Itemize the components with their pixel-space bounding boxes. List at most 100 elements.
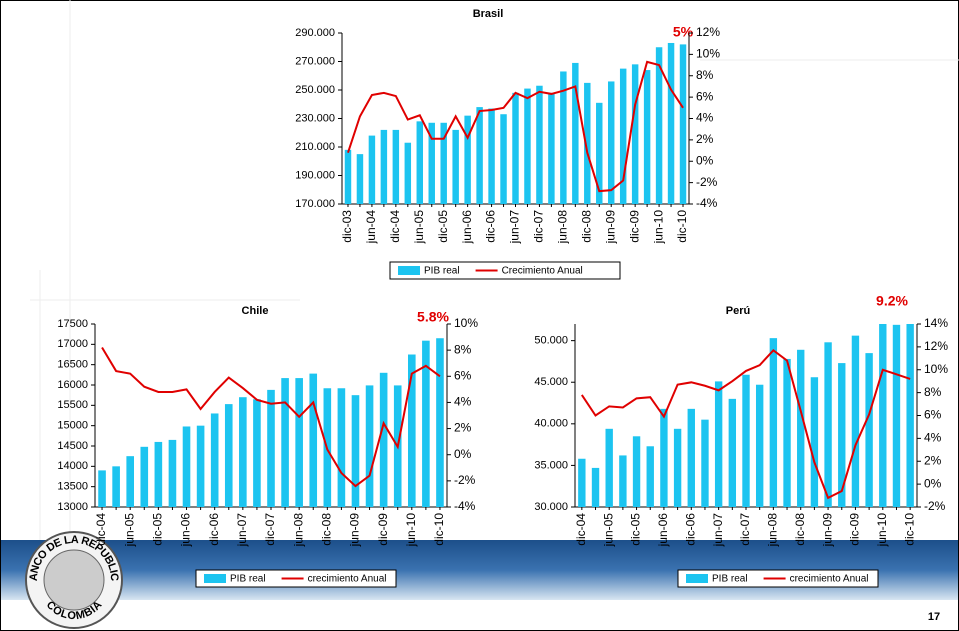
bar xyxy=(416,121,424,204)
x-tick-label: dic-06 xyxy=(484,210,498,243)
legend-label: Crecimiento Anual xyxy=(502,266,583,277)
x-tick-label: dic-07 xyxy=(738,513,752,546)
bar xyxy=(512,92,519,204)
bar xyxy=(476,107,483,204)
y2-tick-label: -2% xyxy=(924,499,946,513)
bar xyxy=(488,108,495,204)
y-tick-label: 16500 xyxy=(57,359,88,371)
chart-title: Chile xyxy=(242,305,269,317)
y2-tick-label: 10% xyxy=(696,47,720,61)
bar xyxy=(98,470,106,507)
x-tick-label: jun-06 xyxy=(460,210,474,245)
y-tick-label: 50.000 xyxy=(534,335,568,347)
bar xyxy=(210,413,219,507)
x-tick-label: jun-09 xyxy=(603,210,617,245)
bar xyxy=(701,419,709,507)
x-tick-label: dic-10 xyxy=(675,210,689,243)
y2-tick-label: -4% xyxy=(696,196,718,210)
x-tick-label: jun-04 xyxy=(364,210,378,245)
bar xyxy=(253,399,261,507)
bar xyxy=(140,446,149,507)
x-tick-label: jun-05 xyxy=(601,513,615,548)
y-tick-label: 17000 xyxy=(57,338,88,350)
bar xyxy=(365,385,374,507)
x-tick-label: jun-08 xyxy=(291,513,305,548)
y-tick-label: 190.000 xyxy=(295,169,335,181)
x-tick-label: jun-07 xyxy=(711,513,725,548)
bar xyxy=(392,129,400,204)
bar xyxy=(851,335,860,507)
bar xyxy=(407,354,416,507)
y2-tick-label: -2% xyxy=(454,473,476,487)
bar xyxy=(728,398,737,507)
bar xyxy=(344,149,352,204)
x-tick-label: jun-10 xyxy=(651,210,665,245)
bar xyxy=(619,455,627,507)
y2-tick-label: 10% xyxy=(454,316,478,330)
bar xyxy=(309,373,318,507)
y-tick-label: 15000 xyxy=(57,420,88,432)
bar xyxy=(182,426,191,507)
annotation: 9.2% xyxy=(876,293,908,309)
x-tick-label: dic-09 xyxy=(848,513,862,546)
bar xyxy=(906,324,914,507)
y-tick-label: 13500 xyxy=(57,481,88,493)
page-number: 17 xyxy=(928,611,940,623)
y-tick-label: 290.000 xyxy=(295,27,335,39)
bar xyxy=(337,388,346,507)
x-tick-label: jun-08 xyxy=(556,210,570,245)
x-tick-label: jun-06 xyxy=(656,513,670,548)
x-tick-label: jun-10 xyxy=(875,513,889,548)
y2-tick-label: 2% xyxy=(454,421,472,435)
bar xyxy=(605,428,613,507)
line xyxy=(581,348,911,500)
x-tick-label: dic-04 xyxy=(388,210,402,243)
y2-tick-label: 6% xyxy=(696,89,714,103)
bar xyxy=(572,62,579,204)
bar xyxy=(591,467,600,507)
y2-tick-label: 4% xyxy=(454,395,472,409)
y2-tick-label: -4% xyxy=(454,499,476,513)
line xyxy=(101,347,441,488)
bar xyxy=(112,466,120,507)
y-tick-label: 30.000 xyxy=(534,501,568,513)
bar xyxy=(281,378,289,507)
x-tick-label: jun-05 xyxy=(412,210,426,245)
bar xyxy=(351,395,360,507)
bar xyxy=(428,122,435,204)
bar xyxy=(838,363,846,507)
x-tick-label: jun-10 xyxy=(404,513,418,548)
x-tick-label: jun-06 xyxy=(179,513,193,548)
x-tick-label: dic-10 xyxy=(902,513,916,546)
bar xyxy=(646,446,654,507)
bar xyxy=(797,349,805,507)
x-tick-label: dic-07 xyxy=(532,210,546,243)
x-tick-label: dic-08 xyxy=(579,210,593,243)
y2-tick-label: 14% xyxy=(924,316,948,330)
x-tick-label: jun-05 xyxy=(122,513,136,548)
bar xyxy=(810,377,819,507)
chart-title: Brasil xyxy=(473,8,504,20)
bar xyxy=(660,408,668,507)
y-tick-label: 35.000 xyxy=(534,459,568,471)
x-tick-label: jun-08 xyxy=(766,513,780,548)
bar xyxy=(631,64,639,204)
y2-tick-label: 8% xyxy=(924,385,942,399)
y-tick-label: 270.000 xyxy=(295,55,335,67)
x-tick-label: dic-08 xyxy=(793,513,807,546)
x-tick-label: dic-03 xyxy=(340,210,354,243)
y2-tick-label: 12% xyxy=(696,25,720,39)
y2-tick-label: 12% xyxy=(924,339,948,353)
legend-swatch xyxy=(398,266,420,275)
bar xyxy=(440,122,447,204)
y2-tick-label: 4% xyxy=(924,431,942,445)
x-tick-label: dic-05 xyxy=(629,513,643,546)
y2-tick-label: 0% xyxy=(696,153,714,167)
bar xyxy=(224,404,233,507)
x-tick-label: dic-09 xyxy=(627,210,641,243)
bar xyxy=(769,338,778,507)
bar xyxy=(643,70,651,204)
y2-tick-label: 6% xyxy=(924,408,942,422)
y-tick-label: 17500 xyxy=(57,318,88,330)
